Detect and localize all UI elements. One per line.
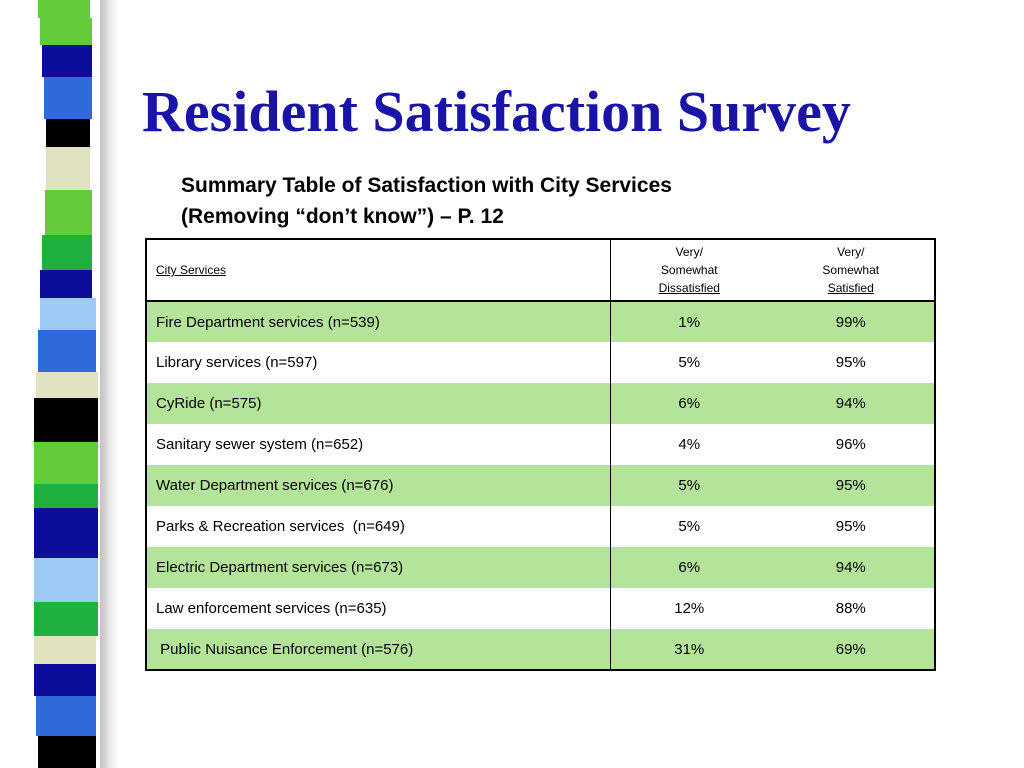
stripe-block: [34, 636, 96, 664]
dissatisfied-cell: 5%: [678, 518, 701, 535]
stripe-block: [34, 508, 98, 558]
stripe-block: [40, 298, 96, 330]
service-cell: Fire Department services (n=539): [146, 301, 612, 342]
header-city-services-label: City Services: [156, 263, 227, 277]
dissatisfied-cell: 1%: [678, 313, 701, 331]
service-cell: Library services (n=597): [146, 342, 612, 383]
table-row: Public Nuisance Enforcement (n=576) 31% …: [146, 629, 935, 670]
satisfied-cell: 96%: [835, 436, 866, 453]
stripe-block: [40, 18, 92, 45]
table-header-row: City Services Very/ Somewhat Dissatisfie…: [146, 239, 935, 302]
table-row: Fire Department services (n=539) 1% 99%: [146, 301, 935, 342]
dissatisfied-cell: 5%: [678, 477, 701, 494]
satisfied-cell: 69%: [835, 640, 866, 658]
satisfied-cell: 95%: [835, 354, 866, 371]
stripe-block: [36, 372, 98, 398]
stripe-block: [38, 330, 96, 372]
stripe-block: [36, 696, 96, 736]
service-cell: Parks & Recreation services (n=649): [146, 506, 612, 547]
stripe-block: [46, 119, 90, 147]
header-satisfied-line-3: Satisfied: [827, 281, 874, 295]
decorative-color-stripe: [0, 0, 100, 768]
table-caption-line-1: Summary Table of Satisfaction with City …: [181, 174, 672, 197]
header-dissatisfied-line-2: Somewhat: [660, 263, 718, 277]
stripe-block: [42, 45, 92, 77]
table-row: CyRide (n=575) 6% 94%: [146, 383, 935, 424]
header-dissatisfied: Very/ Somewhat Dissatisfied: [610, 239, 768, 302]
stripe-block: [34, 398, 98, 442]
stripe-block: [34, 484, 98, 508]
header-satisfied-line-2: Somewhat: [822, 263, 880, 277]
dissatisfied-cell: 6%: [678, 395, 701, 412]
dissatisfied-cell: 31%: [674, 640, 705, 658]
dissatisfied-cell: 4%: [678, 436, 701, 453]
stripe-block: [40, 270, 92, 298]
stripe-shadow: [98, 0, 118, 768]
table-row: Library services (n=597) 5% 95%: [146, 342, 935, 383]
service-cell: Law enforcement services (n=635): [146, 588, 612, 629]
table-row: Electric Department services (n=673) 6% …: [146, 547, 935, 588]
stripe-block: [34, 558, 98, 602]
stripe-block: [42, 235, 92, 270]
satisfaction-table: City Services Very/ Somewhat Dissatisfie…: [145, 238, 936, 671]
stripe-block: [38, 0, 90, 18]
stripe-block: [34, 442, 98, 484]
table-row: Parks & Recreation services (n=649) 5% 9…: [146, 506, 935, 547]
stripe-block: [38, 736, 96, 768]
stripe-block: [34, 664, 96, 696]
slide-title: Resident Satisfaction Survey: [142, 79, 851, 144]
stripe-block: [45, 190, 92, 235]
satisfied-cell: 88%: [835, 600, 866, 617]
satisfied-cell: 94%: [835, 559, 866, 576]
service-cell: CyRide (n=575): [146, 383, 612, 424]
stripe-block: [44, 77, 92, 119]
dissatisfied-cell: 5%: [678, 354, 701, 371]
header-satisfied-line-1: Very/: [837, 245, 865, 259]
satisfied-cell: 95%: [835, 518, 866, 535]
service-cell: Public Nuisance Enforcement (n=576): [146, 629, 612, 670]
header-satisfied: Very/ Somewhat Satisfied: [767, 239, 935, 302]
header-dissatisfied-line-3: Dissatisfied: [658, 281, 720, 295]
header-city-services: City Services: [146, 239, 612, 302]
satisfied-cell: 94%: [835, 395, 866, 412]
dissatisfied-cell: 6%: [678, 559, 701, 576]
table-row: Water Department services (n=676) 5% 95%: [146, 465, 935, 506]
satisfied-cell: 99%: [835, 313, 866, 331]
table-row: Law enforcement services (n=635) 12% 88%: [146, 588, 935, 629]
table-row: Sanitary sewer system (n=652) 4% 96%: [146, 424, 935, 465]
table-caption: Summary Table of Satisfaction with City …: [181, 170, 672, 232]
service-cell: Electric Department services (n=673): [146, 547, 612, 588]
stripe-block: [34, 602, 98, 636]
satisfied-cell: 95%: [835, 477, 866, 494]
service-cell: Water Department services (n=676): [146, 465, 612, 506]
dissatisfied-cell: 12%: [674, 600, 705, 617]
table-caption-line-2: (Removing “don’t know”) – P. 12: [181, 205, 504, 228]
stripe-block: [46, 147, 90, 190]
header-dissatisfied-line-1: Very/: [675, 245, 703, 259]
service-cell: Sanitary sewer system (n=652): [146, 424, 612, 465]
